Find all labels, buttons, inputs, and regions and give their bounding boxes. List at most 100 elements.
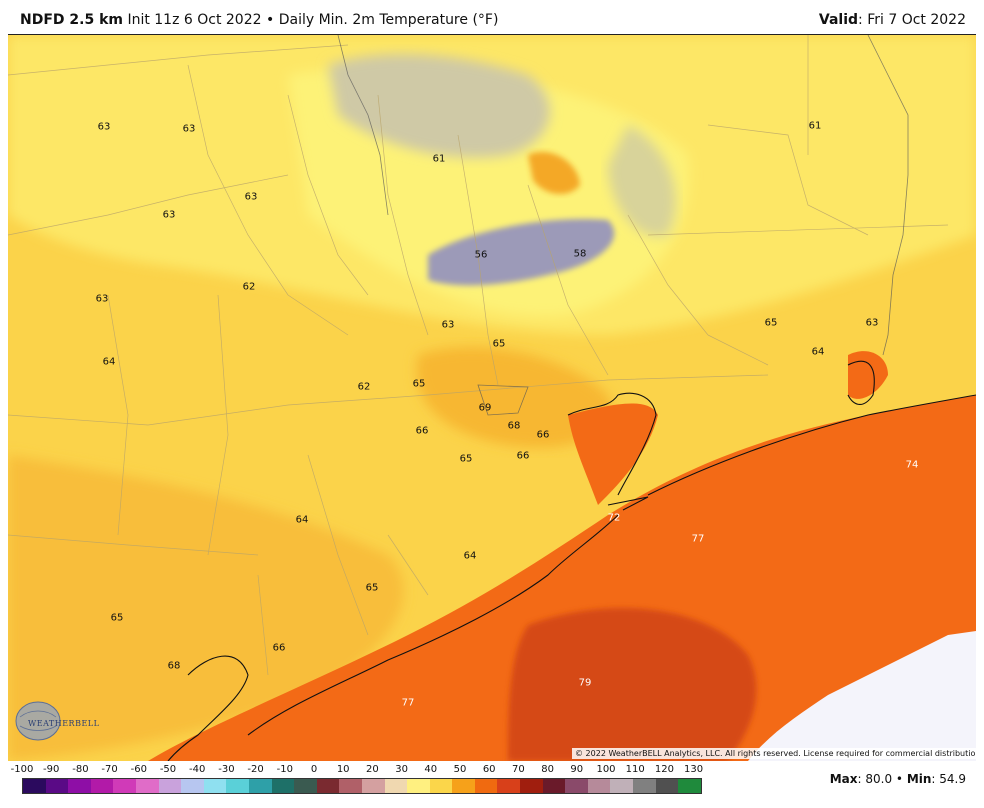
copyright-notice: © 2022 WeatherBELL Analytics, LLC. All r… <box>572 748 976 759</box>
temperature-label: 64 <box>102 356 116 368</box>
max-value: 80.0 <box>865 772 893 786</box>
temperature-label: 65 <box>110 612 124 624</box>
scale-swatch <box>248 779 272 793</box>
scale-tick-label: -40 <box>189 764 206 775</box>
scale-swatch <box>90 779 114 793</box>
temperature-label: 66 <box>536 429 550 441</box>
temperature-label: 66 <box>415 425 429 437</box>
temperature-label: 63 <box>441 319 455 331</box>
temperature-label: 62 <box>242 281 256 293</box>
scale-tick-label: 60 <box>482 764 496 775</box>
temperature-label: 58 <box>573 248 587 260</box>
temperature-label: 65 <box>459 453 473 465</box>
temperature-label: 63 <box>95 293 109 305</box>
scale-swatch <box>497 779 521 793</box>
gulf-water <box>148 395 976 761</box>
gray-pocket-east <box>608 125 676 237</box>
temperature-label: 63 <box>162 209 176 221</box>
no-data-region <box>748 631 976 761</box>
temperature-label: 64 <box>811 346 825 358</box>
state-border <box>337 35 909 416</box>
title-separator: • <box>265 12 275 28</box>
logo-text: WEATHERBELL <box>28 719 100 728</box>
scale-tick-label: 120 <box>654 764 674 775</box>
scale-tick-label: -60 <box>130 764 147 775</box>
scale-swatch <box>565 779 588 793</box>
product-name: Daily Min. 2m Temperature (°F) <box>278 12 499 28</box>
max-min-stats: Max: 80.0 • Min: 54.9 <box>829 772 966 786</box>
scale-swatch <box>361 779 385 793</box>
temperature-label: 63 <box>182 123 196 135</box>
scale-ticks: -100 -90 -80 -70 -60 -50 -40 -30 -20 -10 0 10 20 30 40… <box>0 762 720 776</box>
scale-swatch <box>610 779 634 793</box>
scale-tick-label: 130 <box>684 764 704 775</box>
scale-swatch <box>316 779 340 793</box>
init-time: Init 11z 6 Oct 2022 <box>127 12 262 28</box>
gray-pocket-north <box>328 54 550 158</box>
valid-label: Valid <box>818 12 859 28</box>
temperature-label: 65 <box>412 378 426 390</box>
scale-swatch <box>452 779 475 793</box>
temperature-label: 65 <box>492 338 506 350</box>
scale-swatch <box>655 779 679 793</box>
model-name: NDFD 2.5 km <box>20 12 123 28</box>
temperature-label: 64 <box>463 550 477 562</box>
valid-date: Fri 7 Oct 2022 <box>867 12 966 28</box>
scale-swatch <box>429 779 453 793</box>
warm-spot-north <box>528 151 580 195</box>
temperature-label: 63 <box>865 317 879 329</box>
scale-swatch <box>474 779 498 793</box>
valid-time: Valid: Fri 7 Oct 2022 <box>818 12 966 28</box>
temperature-label: 66 <box>272 642 286 654</box>
scale-tick-label: 20 <box>366 764 379 775</box>
scale-swatch <box>203 779 227 793</box>
scale-tick-label: -50 <box>159 764 177 775</box>
temperature-label: 68 <box>507 420 521 432</box>
scale-tick-label: 100 <box>596 764 616 775</box>
min-value: 54.9 <box>939 772 966 786</box>
map-canvas <box>8 35 976 761</box>
scale-tick-label: 40 <box>424 764 438 775</box>
scale-tick-label: 80 <box>541 764 554 775</box>
weatherbell-logo <box>12 699 62 743</box>
scale-bar <box>22 778 702 794</box>
temperature-label: 69 <box>478 402 492 414</box>
temperature-map: 63 63 61 61 63 63 56 58 62 63 63 65 63 64 65 64 62 65 69 68… <box>8 34 976 761</box>
scale-swatch <box>678 779 701 793</box>
warm-region-houston <box>416 347 612 448</box>
scale-tick-label: 70 <box>512 764 525 775</box>
scale-tick-label: -80 <box>72 764 89 775</box>
globe-icon <box>15 701 61 741</box>
map-title: NDFD 2.5 km Init 11z 6 Oct 2022 • Daily … <box>20 12 498 28</box>
temperature-label: 65 <box>764 317 778 329</box>
scale-tick-label: 0 <box>310 764 318 775</box>
temperature-label: 61 <box>808 120 822 132</box>
scale-tick-label: -70 <box>101 764 118 775</box>
scale-swatch <box>520 779 543 793</box>
county-borders <box>8 35 949 676</box>
galveston-bay <box>568 403 658 505</box>
scale-swatch <box>226 779 249 793</box>
color-scale: -100 -90 -80 -70 -60 -50 -40 -30 -20 -10 0 10 20 30 40… <box>0 762 984 808</box>
scale-swatch <box>135 779 159 793</box>
scale-tick-label: -10 <box>276 764 293 775</box>
max-label: Max <box>829 772 858 786</box>
scale-swatch <box>384 779 408 793</box>
temperature-label: 61 <box>432 153 446 165</box>
header-bar: NDFD 2.5 km Init 11z 6 Oct 2022 • Daily … <box>0 0 984 34</box>
stats-separator: • <box>895 772 903 786</box>
warm-water-core <box>508 608 757 761</box>
temperature-label: 72 <box>607 512 621 524</box>
temperature-label: 62 <box>357 381 371 393</box>
temperature-label: 64 <box>295 514 309 526</box>
scale-swatch <box>407 779 430 793</box>
scale-swatch <box>23 779 46 793</box>
sabine-lake <box>848 351 888 399</box>
scale-swatch <box>113 779 136 793</box>
scale-tick-label: 50 <box>453 764 467 775</box>
scale-swatch <box>181 779 204 793</box>
temperature-label: 68 <box>167 660 181 672</box>
scale-swatch <box>587 779 611 793</box>
scale-tick-label: 10 <box>336 764 350 775</box>
scale-swatch <box>68 779 91 793</box>
